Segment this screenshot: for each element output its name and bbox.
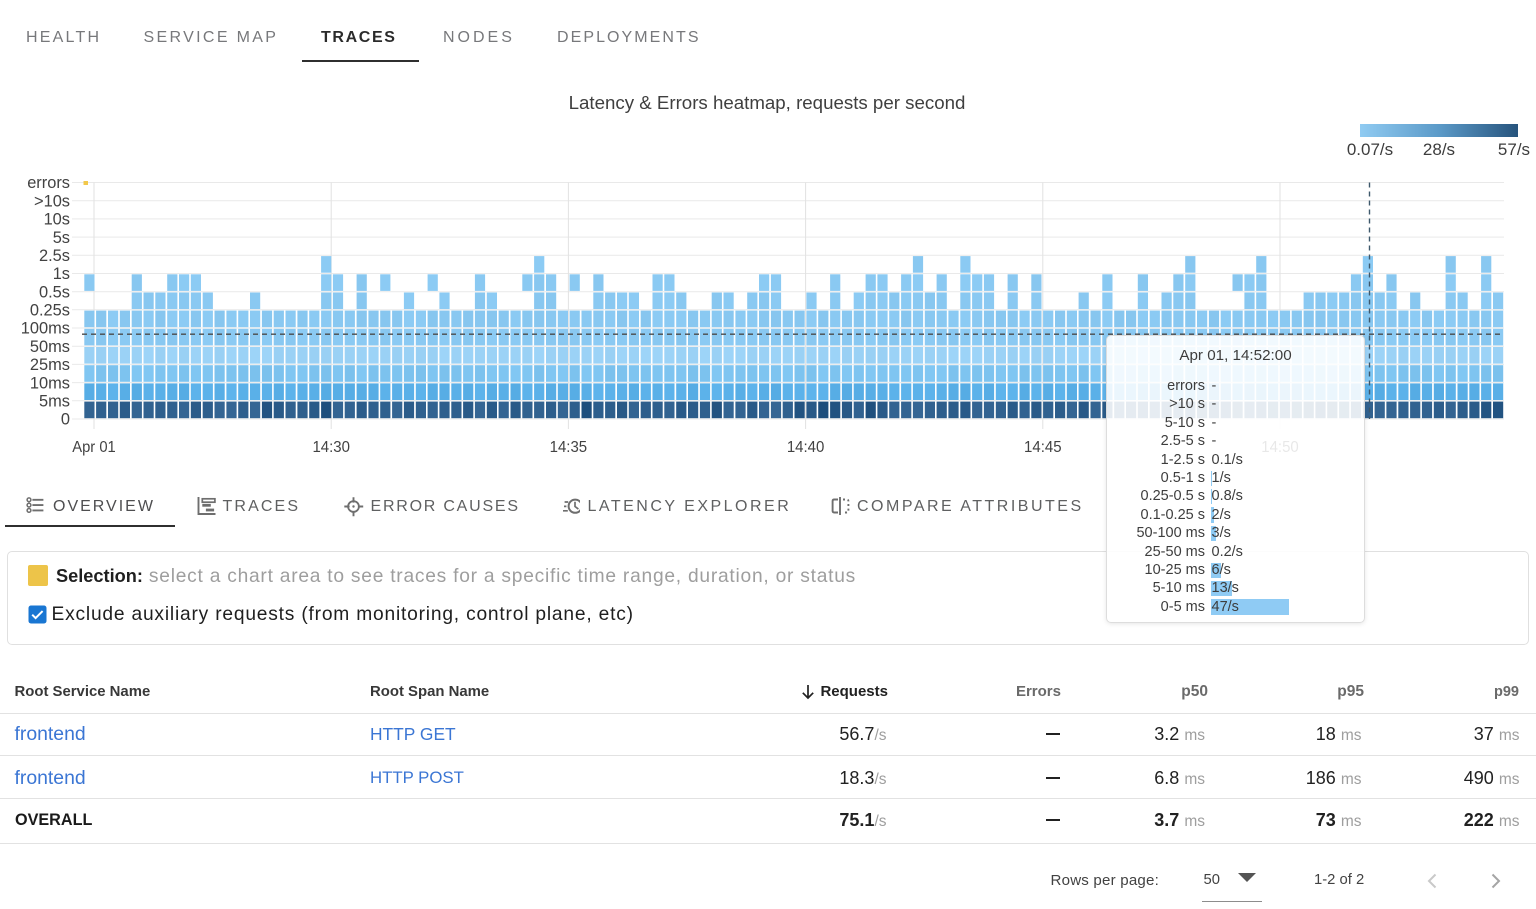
svg-text:errors: errors bbox=[27, 174, 70, 192]
svg-text:14:45: 14:45 bbox=[1024, 439, 1062, 456]
svg-text:14:40: 14:40 bbox=[787, 439, 825, 456]
svg-text:5ms: 5ms bbox=[39, 393, 70, 411]
svg-text:100ms: 100ms bbox=[21, 320, 70, 338]
svg-text:14:35: 14:35 bbox=[550, 439, 588, 456]
svg-text:25ms: 25ms bbox=[30, 356, 70, 374]
svg-text:10s: 10s bbox=[44, 211, 70, 229]
svg-text:2.5s: 2.5s bbox=[39, 247, 70, 265]
svg-text:10ms: 10ms bbox=[30, 374, 70, 392]
svg-text:5s: 5s bbox=[53, 229, 70, 247]
svg-text:0: 0 bbox=[61, 411, 70, 429]
svg-text:14:30: 14:30 bbox=[312, 439, 350, 456]
svg-text:1s: 1s bbox=[53, 265, 70, 283]
svg-text:0.5s: 0.5s bbox=[39, 283, 70, 301]
svg-text:>10s: >10s bbox=[34, 192, 70, 210]
svg-text:Apr 01: Apr 01 bbox=[72, 439, 116, 456]
svg-text:0.25s: 0.25s bbox=[30, 302, 70, 320]
svg-text:50ms: 50ms bbox=[30, 338, 70, 356]
